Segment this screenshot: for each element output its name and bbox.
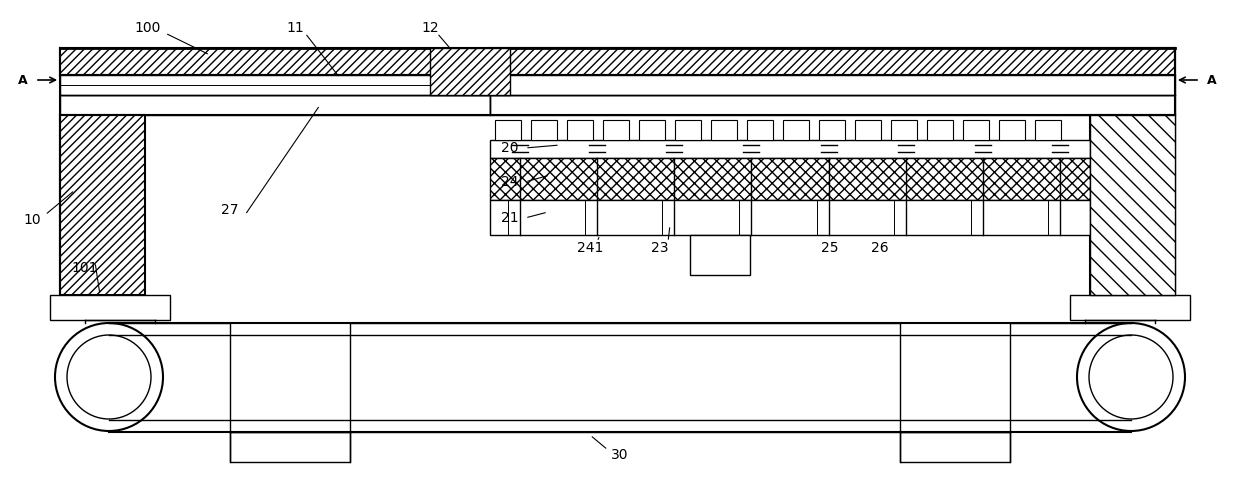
Bar: [60, 48, 1176, 75]
Bar: [1090, 115, 1176, 295]
Bar: [1090, 115, 1176, 295]
Bar: [639, 120, 665, 140]
Text: A: A: [19, 74, 29, 87]
Bar: [603, 120, 629, 140]
Text: 26: 26: [872, 241, 889, 255]
Bar: [818, 120, 844, 140]
Text: 11: 11: [286, 21, 304, 35]
Bar: [900, 432, 1011, 462]
Bar: [746, 120, 773, 140]
Text: 22: 22: [712, 261, 729, 275]
Text: 101: 101: [72, 261, 98, 275]
Bar: [229, 432, 350, 462]
Bar: [1070, 295, 1190, 320]
Bar: [495, 120, 521, 140]
Bar: [60, 95, 490, 115]
Text: 21: 21: [501, 211, 518, 225]
Bar: [963, 120, 990, 140]
Bar: [1035, 120, 1061, 140]
Bar: [928, 120, 954, 140]
Bar: [60, 75, 490, 95]
Bar: [999, 120, 1025, 140]
Bar: [490, 75, 1176, 95]
Bar: [782, 120, 808, 140]
Text: 23: 23: [651, 241, 668, 255]
Text: 30: 30: [611, 448, 629, 462]
Text: 27: 27: [221, 203, 239, 217]
Text: 12: 12: [422, 21, 439, 35]
Text: 24: 24: [501, 175, 518, 189]
Bar: [490, 48, 1176, 75]
Bar: [490, 200, 1090, 235]
Bar: [675, 120, 701, 140]
Bar: [689, 235, 750, 275]
Text: 241: 241: [577, 241, 603, 255]
Bar: [490, 158, 1090, 200]
Text: A: A: [1207, 74, 1216, 87]
Bar: [531, 120, 557, 140]
Bar: [490, 140, 1090, 158]
Bar: [856, 120, 880, 140]
Bar: [60, 115, 145, 295]
Text: 10: 10: [24, 213, 41, 227]
Bar: [50, 295, 170, 320]
Bar: [567, 120, 593, 140]
Text: 100: 100: [135, 21, 161, 35]
Bar: [711, 120, 737, 140]
Bar: [430, 48, 510, 95]
Bar: [892, 120, 918, 140]
Text: 25: 25: [821, 241, 838, 255]
Bar: [490, 95, 1176, 115]
Text: 20: 20: [501, 141, 518, 155]
